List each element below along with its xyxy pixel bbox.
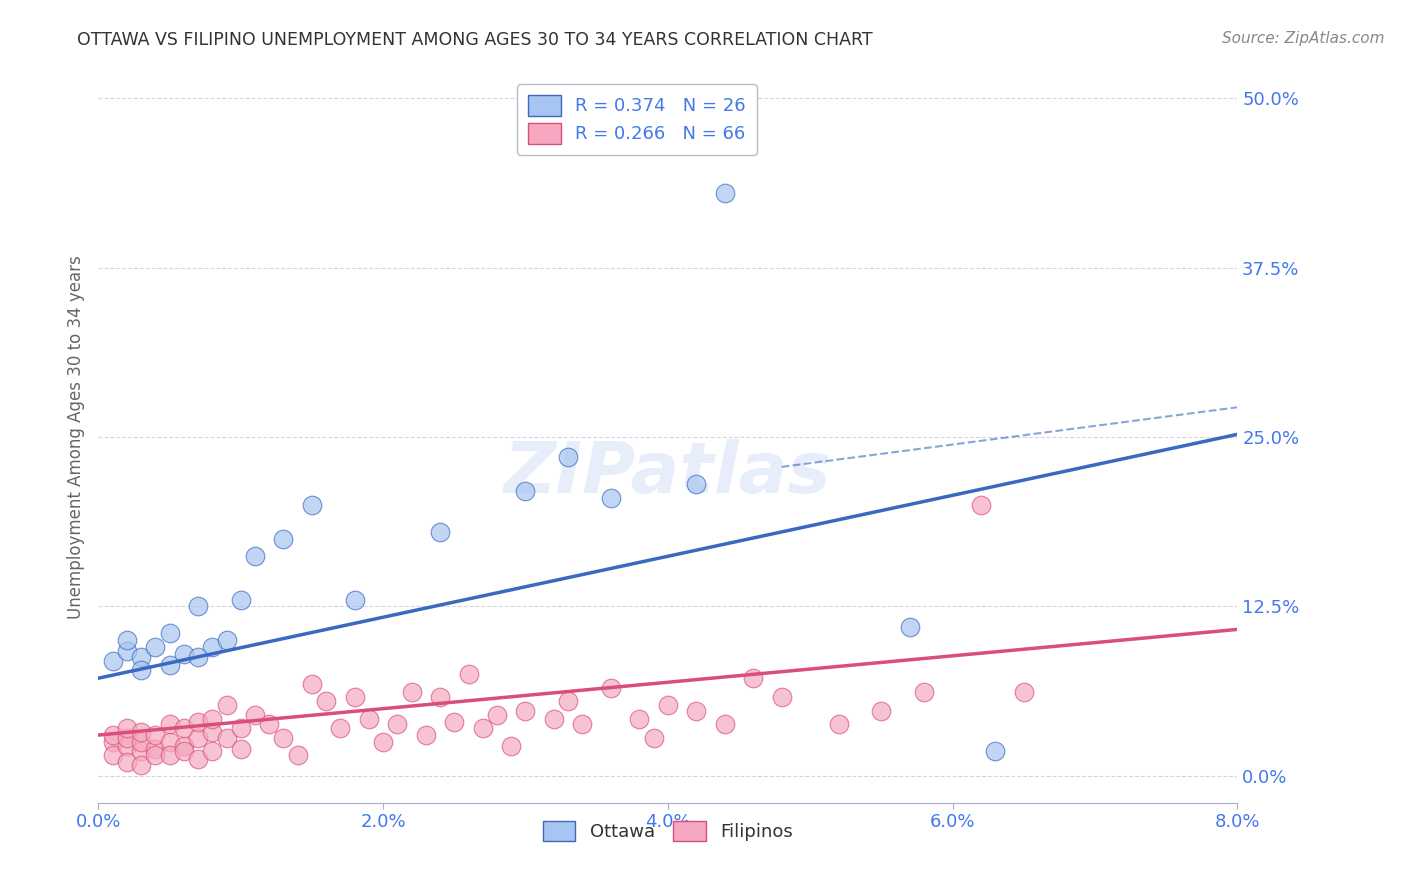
Point bbox=[571, 717, 593, 731]
Point bbox=[273, 532, 295, 546]
Point bbox=[415, 728, 437, 742]
Point bbox=[173, 721, 195, 735]
Point bbox=[600, 491, 623, 505]
Point bbox=[129, 735, 152, 749]
Point bbox=[159, 748, 181, 763]
Point bbox=[173, 647, 195, 661]
Point bbox=[315, 694, 337, 708]
Legend: Ottawa, Filipinos: Ottawa, Filipinos bbox=[536, 814, 800, 848]
Point bbox=[742, 671, 765, 685]
Point bbox=[387, 717, 409, 731]
Point bbox=[243, 549, 266, 564]
Point bbox=[129, 725, 152, 739]
Point bbox=[187, 714, 209, 729]
Point bbox=[201, 712, 224, 726]
Point bbox=[215, 698, 238, 713]
Point bbox=[912, 684, 935, 698]
Point bbox=[600, 681, 623, 695]
Point bbox=[201, 640, 224, 654]
Point bbox=[685, 477, 707, 491]
Point bbox=[129, 744, 152, 758]
Point bbox=[173, 739, 195, 753]
Point bbox=[229, 741, 252, 756]
Point bbox=[129, 663, 152, 677]
Point bbox=[215, 731, 238, 745]
Point bbox=[145, 728, 167, 742]
Point bbox=[429, 690, 451, 705]
Point bbox=[457, 667, 479, 681]
Point bbox=[159, 657, 181, 672]
Point bbox=[301, 498, 323, 512]
Point bbox=[101, 748, 124, 763]
Point bbox=[329, 721, 352, 735]
Point bbox=[714, 717, 737, 731]
Point bbox=[101, 735, 124, 749]
Point bbox=[187, 599, 209, 614]
Point bbox=[343, 592, 366, 607]
Point bbox=[643, 731, 665, 745]
Point bbox=[685, 704, 707, 718]
Point bbox=[115, 739, 138, 753]
Point bbox=[657, 698, 679, 713]
Y-axis label: Unemployment Among Ages 30 to 34 years: Unemployment Among Ages 30 to 34 years bbox=[66, 255, 84, 619]
Point bbox=[443, 714, 465, 729]
Point bbox=[557, 450, 579, 465]
Point bbox=[501, 739, 523, 753]
Point bbox=[486, 707, 509, 722]
Point bbox=[343, 690, 366, 705]
Point bbox=[714, 186, 737, 201]
Point bbox=[273, 731, 295, 745]
Point bbox=[215, 633, 238, 648]
Point bbox=[1012, 684, 1035, 698]
Point bbox=[187, 731, 209, 745]
Point bbox=[401, 684, 423, 698]
Point bbox=[101, 654, 124, 668]
Point bbox=[898, 620, 921, 634]
Point bbox=[371, 735, 394, 749]
Point bbox=[187, 752, 209, 766]
Point bbox=[471, 721, 494, 735]
Point bbox=[229, 721, 252, 735]
Point bbox=[628, 712, 651, 726]
Point bbox=[287, 748, 309, 763]
Point bbox=[828, 717, 851, 731]
Point bbox=[770, 690, 793, 705]
Point bbox=[145, 741, 167, 756]
Text: Source: ZipAtlas.com: Source: ZipAtlas.com bbox=[1222, 31, 1385, 46]
Point bbox=[970, 498, 993, 512]
Point bbox=[129, 649, 152, 664]
Point bbox=[101, 728, 124, 742]
Point bbox=[129, 757, 152, 772]
Point bbox=[145, 640, 167, 654]
Point bbox=[429, 524, 451, 539]
Point bbox=[115, 731, 138, 745]
Point bbox=[159, 735, 181, 749]
Point bbox=[543, 712, 565, 726]
Point bbox=[557, 694, 579, 708]
Point bbox=[243, 707, 266, 722]
Point bbox=[201, 744, 224, 758]
Text: ZIPatlas: ZIPatlas bbox=[505, 439, 831, 508]
Point bbox=[301, 676, 323, 690]
Point bbox=[187, 649, 209, 664]
Point bbox=[159, 626, 181, 640]
Point bbox=[201, 725, 224, 739]
Point bbox=[173, 744, 195, 758]
Point bbox=[115, 755, 138, 769]
Point bbox=[145, 748, 167, 763]
Point bbox=[115, 644, 138, 658]
Point bbox=[159, 717, 181, 731]
Point bbox=[515, 484, 537, 499]
Point bbox=[515, 704, 537, 718]
Text: OTTAWA VS FILIPINO UNEMPLOYMENT AMONG AGES 30 TO 34 YEARS CORRELATION CHART: OTTAWA VS FILIPINO UNEMPLOYMENT AMONG AG… bbox=[77, 31, 873, 49]
Point bbox=[357, 712, 380, 726]
Point bbox=[870, 704, 893, 718]
Point bbox=[115, 633, 138, 648]
Point bbox=[984, 744, 1007, 758]
Point bbox=[259, 717, 281, 731]
Point bbox=[115, 721, 138, 735]
Point bbox=[229, 592, 252, 607]
